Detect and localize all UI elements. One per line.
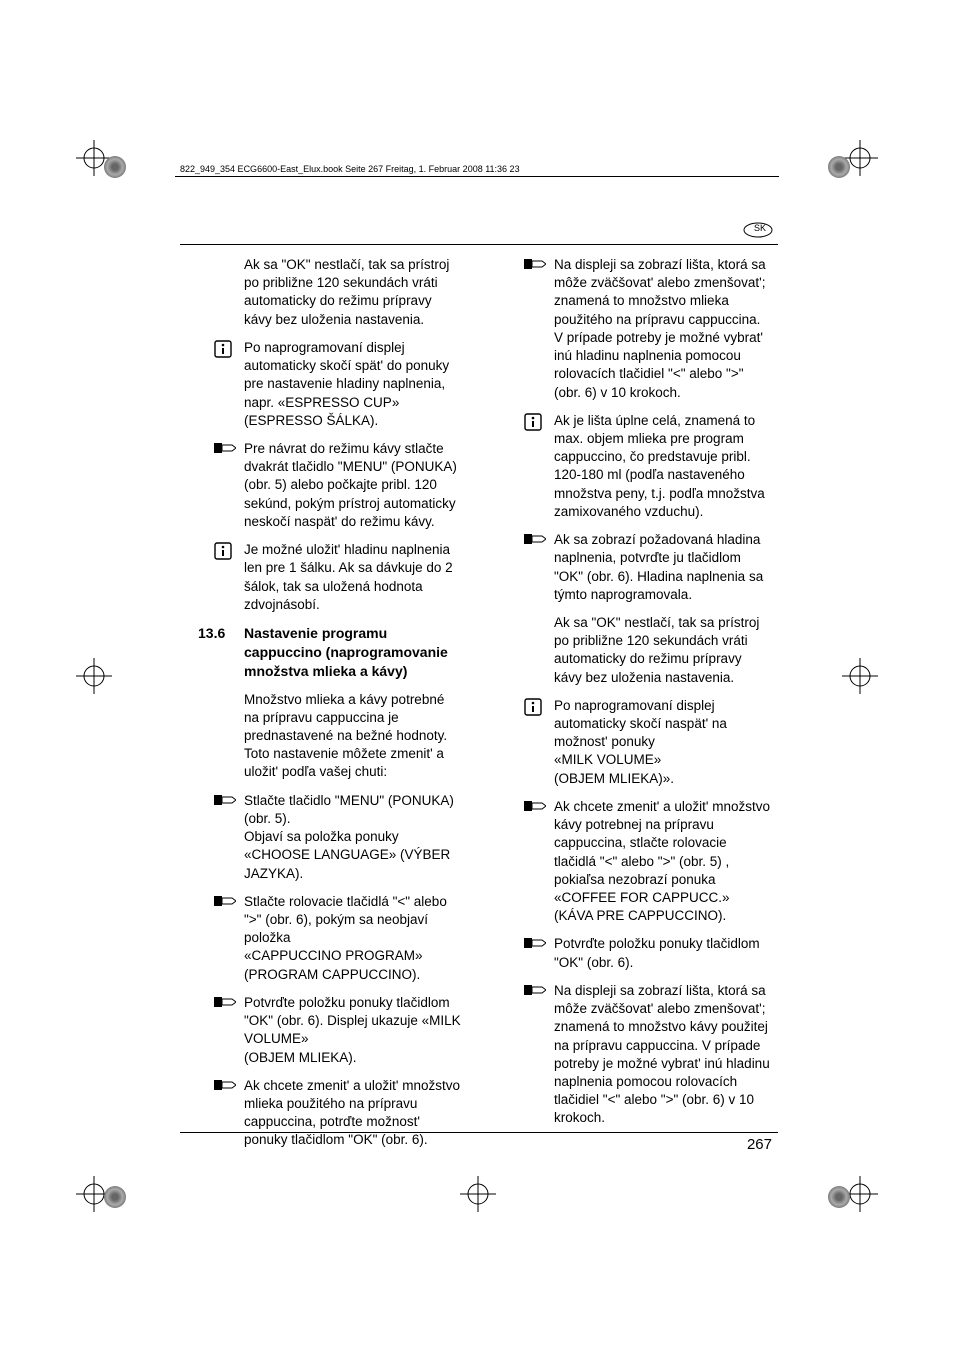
print-dot [828,156,850,178]
body-text: Na displeji sa zobrazí lišta, ktorá sa m… [554,982,772,1128]
body-text: Ak sa "OK" nestlačí, tak sa prístroj po … [244,256,462,329]
body-text: Množstvo mlieka a kávy potrebné na prípr… [244,691,462,782]
info-icon [524,413,546,431]
hand-icon [524,983,546,1001]
section-title: Nastavenie programu cappuccino (naprogra… [244,624,462,681]
hand-icon [214,441,236,459]
body-text: Ak sa "OK" nestlačí, tak sa prístroj po … [554,614,772,687]
body-text: Ak chcete zmenit' a uložit' množstvo káv… [554,798,772,926]
left-column: Ak sa "OK" nestlačí, tak sa prístroj po … [182,256,462,1160]
info-icon [214,542,236,560]
header-text: 822_949_354 ECG6600-East_Elux.book Seite… [180,164,520,174]
body-text: Po naprogramovaní displej automaticky sk… [244,339,462,430]
info-icon [524,698,546,716]
hand-icon [524,936,546,954]
language-code: SK [754,223,766,233]
hand-icon [524,532,546,550]
body-text: Ak chcete zmenit' a uložit' množstvo mli… [244,1077,462,1150]
print-dot [104,156,126,178]
page-number: 267 [747,1136,772,1153]
hand-icon [214,894,236,912]
body-text: Na displeji sa zobrazí lišta, ktorá sa m… [554,256,772,402]
info-icon [214,340,236,358]
content-rule-bottom [180,1132,778,1133]
body-text: Je možné uložit' hladinu naplnenia len p… [244,541,462,614]
hand-icon [214,995,236,1013]
body-text: Stlačte tlačidlo "MENU" (PONUKA) (obr. 5… [244,792,462,883]
print-dot [104,1186,126,1208]
hand-icon [214,1078,236,1096]
print-dot [828,1186,850,1208]
body-text: Stlačte rolovacie tlačidlá "<" alebo ">"… [244,893,462,984]
registration-mark [842,658,878,694]
body-text: Ak sa zobrazí požadovaná hladina naplnen… [554,531,772,604]
hand-icon [524,799,546,817]
content-rule-top [180,244,778,245]
registration-mark [460,1176,496,1212]
body-text: Po naprogramovaní displej automaticky sk… [554,697,772,788]
section-heading: 13.6 Nastavenie programu cappuccino (nap… [182,624,462,681]
body-text: Pre návrat do režimu kávy stlačte dvakrá… [244,440,462,531]
body-text: Ak je lišta úplne celá, znamená to max. … [554,412,772,521]
right-column: Na displeji sa zobrazí lišta, ktorá sa m… [492,256,772,1138]
body-text: Potvrďte položku ponuky tlačidlom "OK" (… [244,994,462,1067]
registration-mark [76,658,112,694]
page: 822_949_354 ECG6600-East_Elux.book Seite… [0,0,954,1351]
hand-icon [214,793,236,811]
body-text: Potvrďte položku ponuky tlačidlom "OK" (… [554,935,772,971]
header-rule [175,176,779,177]
hand-icon [524,257,546,275]
section-number: 13.6 [182,624,244,681]
